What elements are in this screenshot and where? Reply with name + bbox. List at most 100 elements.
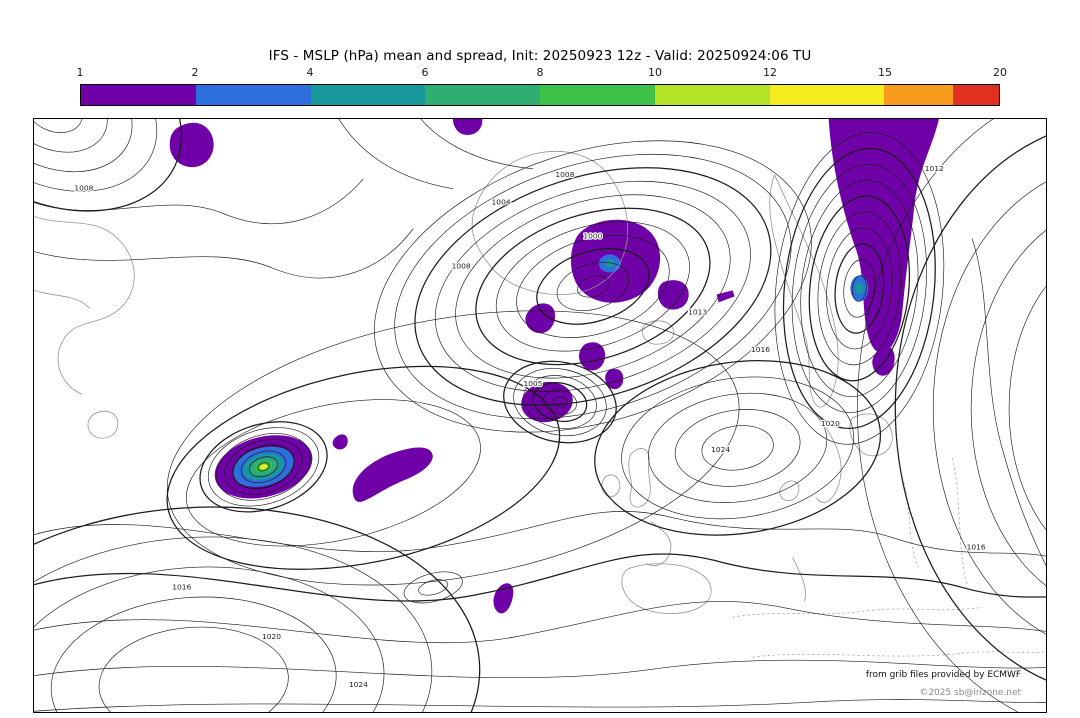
colorbar-segment bbox=[953, 85, 999, 105]
contour-label: 1016 bbox=[172, 582, 191, 591]
isobar-contour bbox=[834, 243, 885, 334]
colorbar-tick: 4 bbox=[306, 66, 314, 79]
isobar-contour bbox=[800, 179, 919, 397]
isobar-contour bbox=[513, 368, 607, 436]
isobar-contour bbox=[249, 456, 278, 478]
credit-copyright: ©2025 sb@irizone.net bbox=[919, 688, 1021, 698]
colorbar bbox=[80, 84, 1000, 106]
isobar-contour bbox=[224, 438, 303, 495]
spread-core-greenland bbox=[598, 254, 621, 273]
isobar-contour bbox=[199, 421, 328, 513]
weather-map-canvas: 1004 1008 1000 1013 1016 1020 1024 1005 1008 1016… bbox=[34, 119, 1046, 712]
contour-label: 1016 bbox=[751, 345, 770, 354]
isobar-contour bbox=[857, 119, 1019, 712]
isobar-rings-layer bbox=[34, 119, 1046, 712]
isobar-contour bbox=[216, 433, 311, 501]
colorbar-tick: 8 bbox=[536, 66, 544, 79]
isobar-contour bbox=[782, 147, 936, 430]
spread-patch bbox=[605, 368, 624, 390]
colorbar-segment bbox=[425, 85, 540, 105]
isobar-contour bbox=[826, 227, 893, 350]
isobar-contour bbox=[523, 375, 597, 429]
isobars-layer bbox=[34, 119, 1046, 712]
colorbar-segment bbox=[81, 85, 196, 105]
isobar-contour bbox=[475, 207, 711, 366]
spread-patch bbox=[578, 342, 606, 371]
contour-label: 1024 bbox=[711, 445, 730, 454]
colorbar-tick: 20 bbox=[993, 66, 1007, 79]
isobar-contour bbox=[403, 571, 463, 604]
colorbar-segment bbox=[884, 85, 954, 105]
isobar-contour bbox=[418, 579, 449, 596]
colorbar-segment bbox=[769, 85, 885, 105]
isobar-contour bbox=[1008, 285, 1046, 531]
isobar-contour bbox=[851, 275, 867, 302]
contour-label: 1012 bbox=[925, 164, 944, 173]
colorbar-ticks: 1 2 4 6 8 10 12 15 20 bbox=[76, 66, 1008, 80]
isobar-contour bbox=[791, 164, 927, 413]
isobar-contour bbox=[648, 392, 828, 503]
spread-patch bbox=[332, 434, 348, 450]
spread-patch bbox=[169, 122, 214, 168]
isobar-contour bbox=[552, 396, 568, 408]
contour-label: 1020 bbox=[262, 632, 281, 641]
colorbar-segment bbox=[654, 85, 770, 105]
isobar-contour bbox=[98, 626, 289, 712]
isobar-contour bbox=[621, 376, 854, 520]
spread-patch bbox=[493, 583, 514, 614]
isobar-contour bbox=[434, 180, 751, 392]
isobar-contour bbox=[674, 409, 801, 487]
isobar-contour bbox=[970, 230, 1046, 587]
isobar-contour bbox=[50, 596, 337, 712]
isobar-contour bbox=[34, 536, 433, 712]
colorbar-tick: 1 bbox=[76, 66, 84, 79]
isobar-contour bbox=[34, 119, 108, 153]
contour-label: 1008 bbox=[555, 170, 574, 179]
isobar-contour bbox=[817, 211, 902, 366]
spread-shading-layer bbox=[169, 119, 939, 614]
spread-bullseye bbox=[214, 435, 313, 499]
spread-patch bbox=[828, 119, 939, 354]
colorbar-segment bbox=[195, 85, 311, 105]
spread-core-scandinavia bbox=[850, 275, 869, 302]
chart-title: IFS - MSLP (hPa) mean and spread, Init: … bbox=[268, 48, 812, 64]
isobar-contour bbox=[556, 261, 630, 311]
contour-label: 1008 bbox=[452, 262, 471, 271]
isobar-contour bbox=[894, 135, 1046, 681]
contour-label: 1000 bbox=[583, 232, 602, 241]
isobar-contour bbox=[34, 119, 183, 212]
isobar-contour bbox=[701, 425, 774, 471]
isobar-contour bbox=[34, 506, 481, 712]
colorbar-segment bbox=[310, 85, 426, 105]
isobar-contour bbox=[34, 566, 385, 712]
isobar-contour bbox=[34, 119, 133, 173]
isobar-contour bbox=[594, 360, 882, 536]
contour-label: 1024 bbox=[349, 680, 368, 689]
isobar-contour bbox=[240, 450, 287, 484]
map-plot-area: 1004 1008 1000 1013 1016 1020 1024 1005 1008 1016… bbox=[33, 118, 1047, 713]
spread-patch bbox=[452, 119, 483, 135]
isobar-contour bbox=[374, 140, 812, 433]
colorbar-segment bbox=[540, 85, 655, 105]
colorbar-tick: 15 bbox=[878, 66, 892, 79]
isobar-contour bbox=[536, 248, 650, 325]
isobar-contour bbox=[34, 119, 83, 133]
isobar-contour bbox=[34, 119, 158, 192]
isobar-contour bbox=[455, 194, 731, 379]
isobar-contour bbox=[414, 167, 772, 406]
colorbar-tick: 6 bbox=[421, 66, 429, 79]
isobar-contour bbox=[808, 195, 911, 382]
isobar-contour bbox=[394, 153, 792, 419]
contour-label: 1008 bbox=[74, 184, 93, 193]
isobar-contour bbox=[542, 389, 578, 415]
colorbar-tick: 10 bbox=[648, 66, 662, 79]
isobar-contour bbox=[257, 462, 270, 472]
colorbar-tick: 12 bbox=[763, 66, 777, 79]
contour-label: 1005 bbox=[523, 379, 542, 388]
isobar-contour bbox=[532, 382, 588, 423]
isobar-contour bbox=[207, 427, 320, 507]
contour-label: 1020 bbox=[821, 419, 840, 428]
contour-label: 1004 bbox=[492, 198, 511, 207]
isobar-contour bbox=[932, 181, 1046, 635]
spread-patch bbox=[716, 290, 735, 303]
